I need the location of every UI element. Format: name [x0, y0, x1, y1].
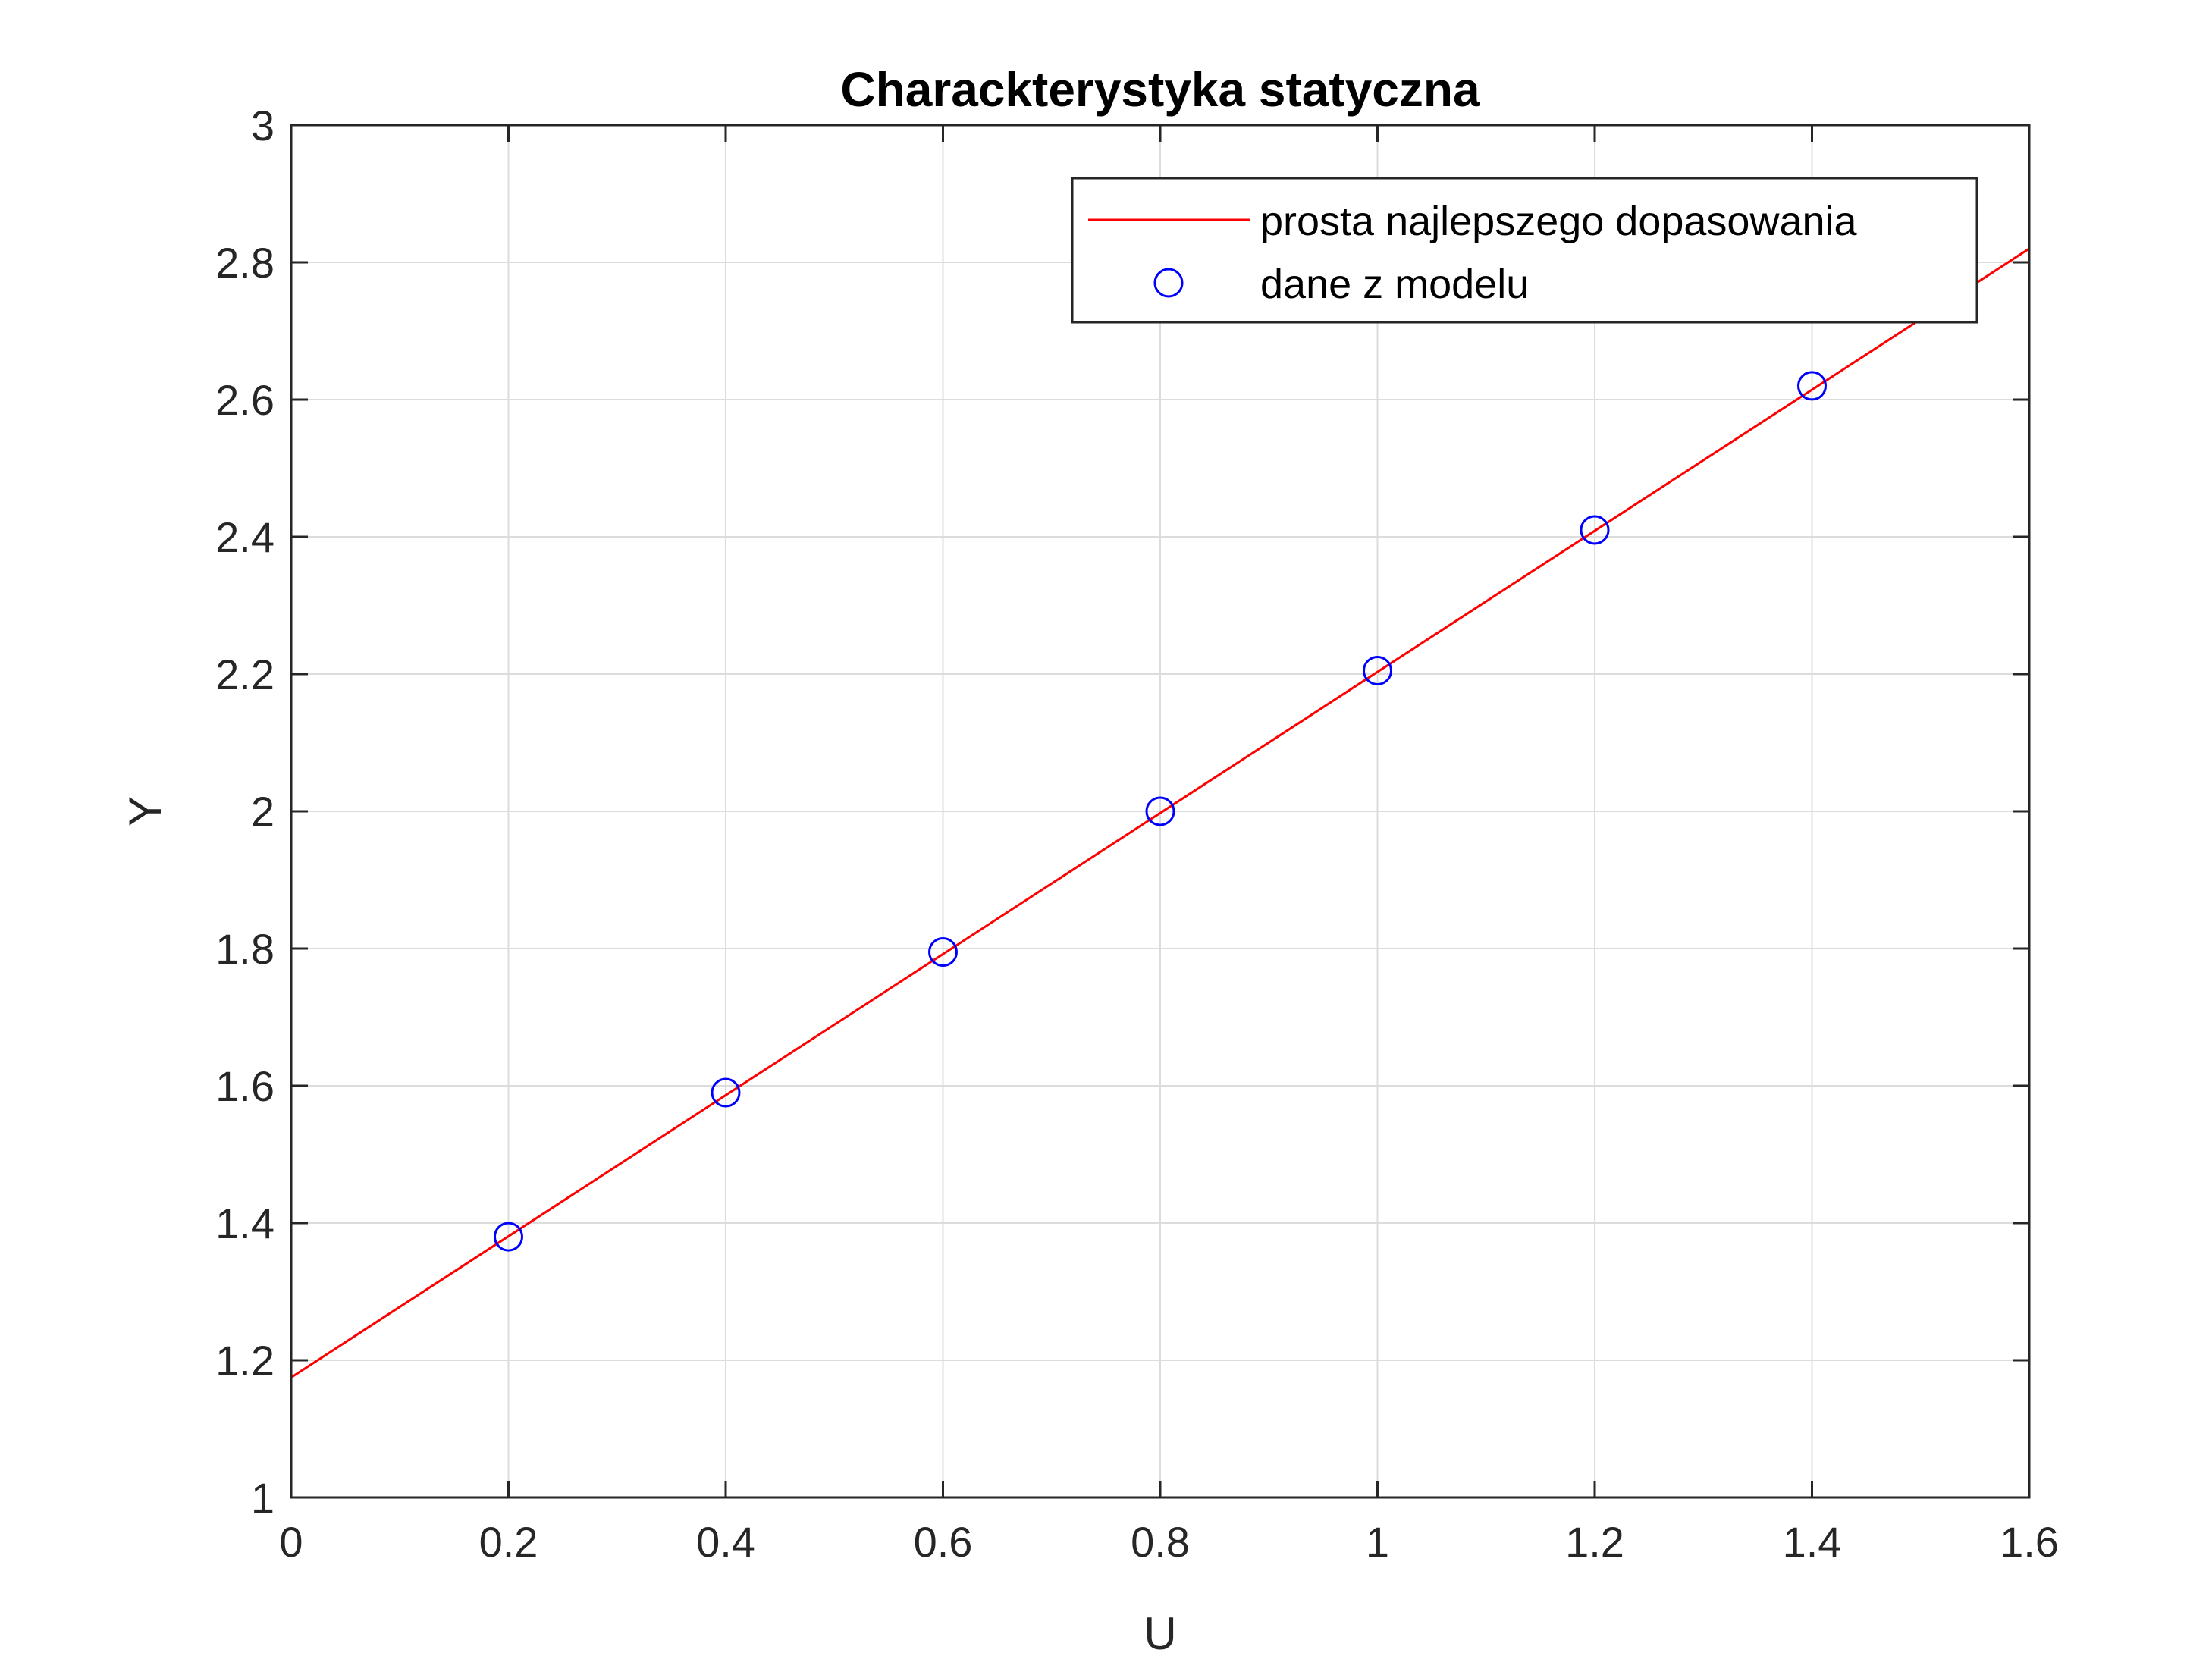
- y-tick-label: 2.4: [215, 513, 275, 561]
- y-tick-label: 2.2: [215, 651, 275, 698]
- data-point: [494, 1222, 523, 1252]
- x-tick-label: 1.2: [1565, 1518, 1624, 1566]
- x-tick-label: 1.4: [1783, 1518, 1842, 1566]
- legend-label-model-data: dane z modelu: [1260, 262, 1529, 307]
- y-tick-label: 2.8: [215, 239, 275, 287]
- legend-label-fit-line: prosta najlepszego dopasowania: [1260, 199, 1858, 244]
- data-point: [1145, 796, 1175, 826]
- series-layer: [290, 247, 2030, 1378]
- x-axis-label: U: [1144, 1608, 1176, 1659]
- x-tick-label: 0: [279, 1518, 303, 1566]
- legend-marker-swatch: [1153, 268, 1184, 298]
- chart-title: Charackterystyka statyczna: [840, 62, 1480, 117]
- ticks: [290, 124, 2031, 1499]
- tick-labels: 0 0.2 0.4 0.6 0.8 1 1.2 1.4 1.6 1 1.2 1.4 1.6 1.8 2 2.2…: [215, 102, 2059, 1566]
- y-tick-label: 2.6: [215, 376, 275, 424]
- y-tick-label: 1: [251, 1474, 275, 1522]
- fit-line: [290, 247, 2030, 1378]
- x-tick-label: 0.6: [914, 1518, 973, 1566]
- y-axis-label: Y: [120, 796, 171, 826]
- y-tick-label: 1.2: [215, 1337, 275, 1385]
- y-tick-label: 1.4: [215, 1200, 275, 1247]
- legend-box: [1071, 177, 1978, 324]
- x-tick-label: 1.6: [2000, 1518, 2059, 1566]
- x-tick-label: 1: [1366, 1518, 1389, 1566]
- y-tick-label: 2: [251, 788, 275, 836]
- data-point: [928, 937, 958, 967]
- legend: prosta najlepszego dopasowania dane z mo…: [1071, 177, 1978, 324]
- data-point: [1363, 655, 1392, 685]
- y-tick-label: 1.8: [215, 925, 275, 973]
- data-point: [1797, 371, 1827, 401]
- y-tick-label: 3: [251, 102, 275, 149]
- x-tick-label: 0.2: [479, 1518, 538, 1566]
- data-point: [1580, 515, 1610, 545]
- data-point: [711, 1077, 741, 1108]
- y-tick-label: 1.6: [215, 1062, 275, 1110]
- x-tick-label: 0.8: [1131, 1518, 1190, 1566]
- x-tick-label: 0.4: [696, 1518, 755, 1566]
